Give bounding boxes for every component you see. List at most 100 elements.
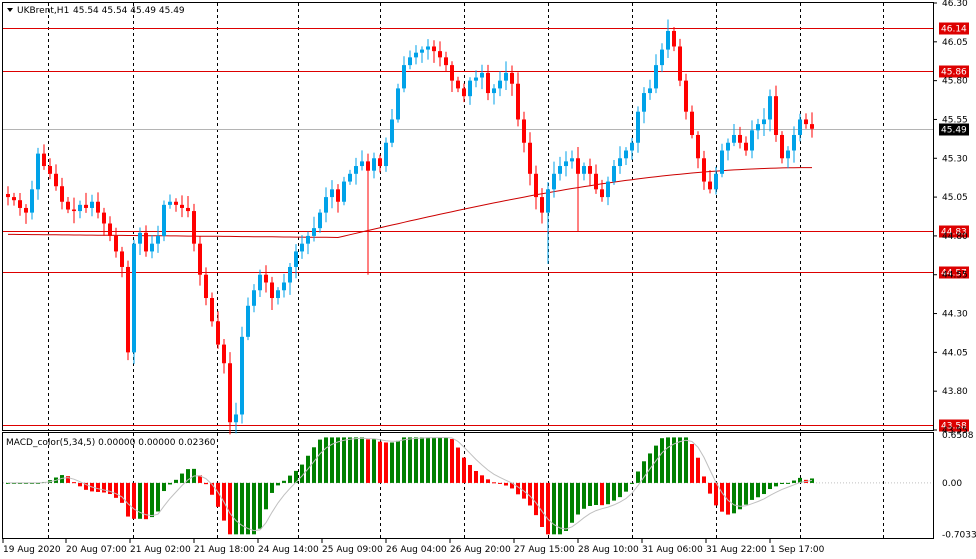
candle-bear xyxy=(42,153,46,167)
candle-bull xyxy=(300,243,304,252)
candle-bull xyxy=(426,46,430,50)
macd-bar xyxy=(714,482,718,506)
macd-bar xyxy=(246,482,250,535)
candle-bear xyxy=(744,142,748,151)
candle-bear xyxy=(66,201,70,210)
macd-bar xyxy=(354,437,358,483)
macd-bar xyxy=(114,482,118,498)
macd-bar xyxy=(618,482,622,498)
time-label: 24 Aug 14:00 xyxy=(258,545,319,555)
candle-bull xyxy=(726,142,730,151)
candle-bull xyxy=(750,130,754,151)
candle-bull xyxy=(318,212,322,229)
macd-bar xyxy=(384,442,388,483)
macd-bar xyxy=(564,482,568,532)
candle-bull xyxy=(624,150,628,159)
macd-bar xyxy=(774,482,778,487)
macd-bar xyxy=(444,437,448,483)
candle-bull xyxy=(168,201,172,205)
candle-bull xyxy=(258,274,262,291)
macd-bar xyxy=(180,473,184,483)
candle-bear xyxy=(600,189,604,198)
macd-bar xyxy=(702,476,706,483)
macd-bar xyxy=(216,482,220,507)
macd-bar xyxy=(396,440,400,483)
dropdown-arrow-icon[interactable] xyxy=(7,8,13,12)
macd-bar xyxy=(588,482,592,506)
macd-bar xyxy=(264,482,268,510)
macd-bar xyxy=(174,479,178,483)
macd-bar xyxy=(468,464,472,483)
candle-bull xyxy=(798,119,802,135)
candle-bull xyxy=(150,243,154,252)
macd-bar xyxy=(270,482,274,493)
candle-bear xyxy=(804,119,808,125)
level-price-label: 44.57 xyxy=(941,269,967,279)
candle-bull xyxy=(312,228,316,236)
candle-bull xyxy=(384,142,388,167)
macd-bar xyxy=(666,437,670,483)
candle-bull xyxy=(666,30,670,50)
candle-bear xyxy=(174,201,178,205)
macd-bar xyxy=(402,437,406,483)
moving-average-line xyxy=(8,167,812,239)
candle-bear xyxy=(774,96,778,135)
candle-bear xyxy=(432,46,436,52)
macd-bar xyxy=(186,469,190,483)
macd-bar xyxy=(78,482,82,487)
candle-bear xyxy=(456,80,460,89)
candle-bear xyxy=(528,142,532,174)
candle-bull xyxy=(582,166,586,174)
candle-bear xyxy=(126,266,130,353)
time-label: 31 Aug 06:00 xyxy=(642,545,703,555)
current-price-tag xyxy=(939,123,969,136)
macd-bar xyxy=(102,482,106,493)
macd-bar xyxy=(420,437,424,483)
macd-bar xyxy=(738,482,742,510)
price-tick-label: 43.80 xyxy=(942,387,968,397)
macd-bar xyxy=(744,482,748,505)
candle-bear xyxy=(186,207,190,212)
candle-bull xyxy=(360,161,364,167)
candle-bear xyxy=(738,134,742,143)
macd-bar xyxy=(486,479,490,483)
candle-bear xyxy=(510,72,514,84)
macd-bar xyxy=(762,482,766,495)
time-label: 21 Aug 18:00 xyxy=(194,545,255,555)
macd-bar xyxy=(678,437,682,483)
macd-bar xyxy=(132,482,136,519)
macd-bar xyxy=(732,482,736,514)
macd-bar xyxy=(756,482,760,498)
level-price-tag xyxy=(939,266,969,279)
macd-bar xyxy=(390,442,394,483)
macd-bar xyxy=(66,476,70,483)
candle-bear xyxy=(540,197,544,213)
candle-bull xyxy=(792,134,796,151)
price-tick-label: 43.55 xyxy=(942,426,968,436)
candle-bear xyxy=(780,134,784,159)
macd-bar xyxy=(372,439,376,483)
macd-bar xyxy=(510,482,514,489)
candle-bull xyxy=(234,414,238,423)
macd-bar xyxy=(12,482,16,484)
candle-bull xyxy=(402,65,406,89)
macd-bar xyxy=(84,482,88,490)
candle-bull xyxy=(90,201,94,208)
main-chart-frame xyxy=(2,2,934,431)
level-price-tag xyxy=(939,419,969,432)
candle-bull xyxy=(240,336,244,415)
macd-bar xyxy=(540,482,544,527)
candle-bear xyxy=(72,209,76,212)
price-tick-label: 45.80 xyxy=(942,77,968,87)
candle-bear xyxy=(144,232,148,252)
macd-bar xyxy=(606,482,610,505)
macd-bar xyxy=(786,482,790,484)
candle-bear xyxy=(522,119,526,143)
price-tick-label: 44.80 xyxy=(942,232,968,242)
macd-bar xyxy=(414,437,418,483)
macd-bar xyxy=(276,482,280,486)
time-label: 1 Sep 17:00 xyxy=(770,545,825,555)
candle-bull xyxy=(468,80,472,97)
macd-bar xyxy=(72,482,76,484)
